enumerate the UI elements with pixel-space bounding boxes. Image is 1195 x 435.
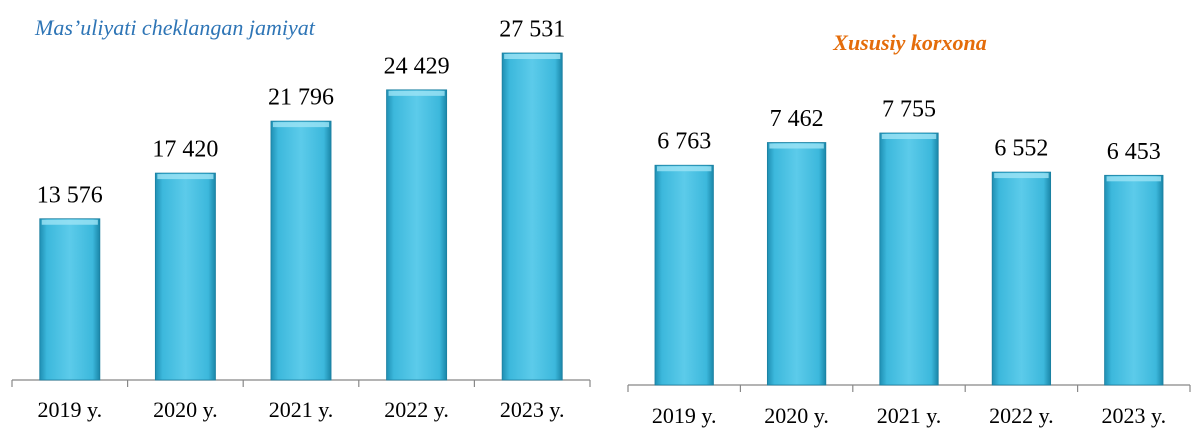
value-label: 17 420 [152,137,218,163]
value-label: 13 576 [37,182,103,208]
bar-bevel [504,54,561,59]
bar [501,52,563,381]
bar-bevel [994,173,1049,179]
bar-bevel [157,174,214,180]
value-label: 27 531 [499,17,565,43]
bar-bevel [41,219,98,225]
x-tick-label: 2022 y. [989,403,1054,428]
bar-bevel [1106,176,1162,182]
x-tick-label: 2023 y. [1102,403,1167,428]
value-label: 6 763 [657,129,711,155]
value-label: 24 429 [384,53,450,79]
x-tick-label: 2019 y. [38,397,103,422]
bar-bevel [388,90,445,96]
value-label: 7 462 [770,106,824,132]
bar [39,218,101,381]
x-tick-label: 2023 y. [500,397,565,422]
bar [154,172,216,381]
bar [386,89,448,381]
x-tick-label: 2021 y. [269,397,334,422]
value-label: 21 796 [268,85,334,111]
chart-title: Mas’uliyati cheklangan jamiyat [34,15,316,40]
bar [270,120,332,381]
x-tick-label: 2020 y. [764,403,829,428]
bar [879,132,939,386]
bar-bevel [272,122,330,128]
bar-bevel [769,143,824,149]
x-tick-label: 2019 y. [652,403,717,428]
bar [991,171,1052,386]
value-label: 6 552 [994,136,1048,162]
bar [1104,174,1164,386]
bar-bevel [881,134,937,139]
x-tick-label: 2021 y. [877,403,942,428]
chart-title: Xususiy korxona [832,30,986,55]
x-tick-label: 2020 y. [153,397,218,422]
bar-bevel [656,166,712,172]
x-tick-label: 2022 y. [384,397,449,422]
bar [654,164,714,386]
value-label: 7 755 [882,97,936,123]
bar [766,142,827,386]
value-label: 6 453 [1107,139,1161,165]
